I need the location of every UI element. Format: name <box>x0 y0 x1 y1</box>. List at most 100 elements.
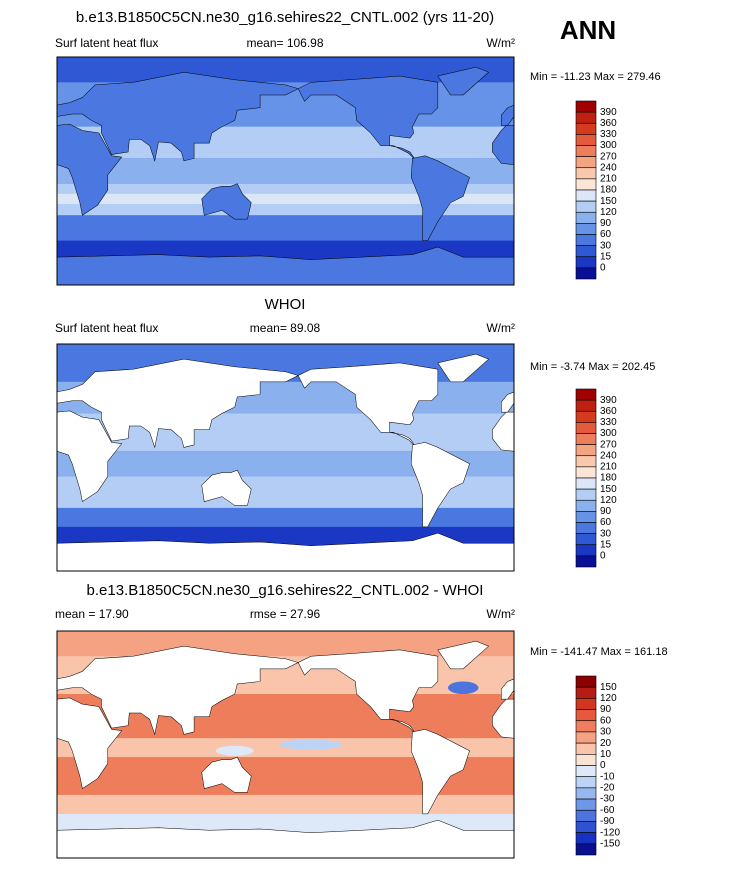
colorbar-label: 0 <box>600 263 606 274</box>
colorbar-label: -150 <box>600 838 620 849</box>
colorbar-box <box>575 267 597 280</box>
colorbar-label: 15 <box>600 251 612 262</box>
center-label: rmse = 27.96 <box>250 607 321 621</box>
colorbar-box <box>575 698 597 710</box>
colorbar-label: -30 <box>600 794 615 805</box>
colorbar-label: 30 <box>600 528 612 539</box>
colorbar-box <box>575 533 597 546</box>
panel-title: b.e13.B1850C5CN.ne30_g16.sehires22_CNTL.… <box>87 582 484 599</box>
colorbar-label: 360 <box>600 406 617 417</box>
colorbar-box <box>575 477 597 490</box>
colorbar-label: -10 <box>600 771 615 782</box>
colorbar-box <box>575 686 597 699</box>
colorbar-box <box>575 111 597 124</box>
minmax-label: Min = -3.74 Max = 202.45 <box>530 361 655 373</box>
colorbar-label: -90 <box>600 816 615 827</box>
colorbar-box <box>575 675 597 688</box>
colorbar-box <box>575 499 597 512</box>
colorbar-label: 120 <box>600 207 617 218</box>
colorbar-box <box>575 742 597 755</box>
colorbar-box <box>575 455 597 468</box>
colorbar-label: 90 <box>600 704 612 715</box>
colorbar-box <box>575 422 597 434</box>
colorbar-label: 120 <box>600 693 617 704</box>
colorbar-label: 120 <box>600 495 617 506</box>
colorbar-label: 150 <box>600 484 617 495</box>
colorbar-label: 30 <box>600 727 612 738</box>
colorbar-box <box>575 234 597 246</box>
colorbar-box <box>575 156 597 169</box>
colorbar-label: 90 <box>600 218 612 229</box>
colorbar-box <box>575 544 597 557</box>
map <box>57 57 514 285</box>
left-label: mean = 17.90 <box>55 607 129 621</box>
colorbar-label: 180 <box>600 473 617 484</box>
colorbar-box <box>575 223 597 235</box>
map <box>57 344 514 571</box>
colorbar-box <box>575 709 597 722</box>
colorbar-box <box>575 433 597 445</box>
colorbar-label: 90 <box>600 506 612 517</box>
colorbar-box <box>575 100 597 113</box>
colorbar-box <box>575 399 597 412</box>
map <box>57 631 514 858</box>
map-frame <box>56 56 515 286</box>
colorbar-label: 60 <box>600 229 612 240</box>
colorbar-label: 30 <box>600 240 612 251</box>
colorbar-box <box>575 145 597 157</box>
colorbar-box <box>575 444 597 457</box>
colorbar-box <box>575 787 597 800</box>
colorbar-box <box>575 843 597 856</box>
colorbar-box <box>575 122 597 135</box>
colorbar-box <box>575 256 597 269</box>
colorbar-label: 180 <box>600 185 617 196</box>
colorbar-label: 60 <box>600 517 612 528</box>
colorbar-label: 240 <box>600 162 617 173</box>
colorbar-box <box>575 245 597 258</box>
colorbar-label: 330 <box>600 417 617 428</box>
colorbar-box <box>575 720 597 733</box>
colorbar-label: 0 <box>600 760 606 771</box>
colorbar-label: 150 <box>600 196 617 207</box>
colorbar-box <box>575 200 597 213</box>
colorbar-label: 390 <box>600 107 617 118</box>
colorbar-label: 300 <box>600 140 617 151</box>
colorbar-label: 60 <box>600 715 612 726</box>
colorbar-box <box>575 731 597 744</box>
colorbar-label: 210 <box>600 174 617 185</box>
colorbar-box <box>575 178 597 191</box>
panel-title: b.e13.B1850C5CN.ne30_g16.sehires22_CNTL.… <box>76 9 494 26</box>
map-frame <box>56 630 515 859</box>
minmax-label: Min = -141.47 Max = 161.18 <box>530 646 668 658</box>
map-frame <box>56 343 515 572</box>
colorbar-box <box>575 821 597 833</box>
colorbar-box <box>575 511 597 523</box>
colorbar-label: -120 <box>600 827 620 838</box>
colorbar-label: 270 <box>600 151 617 162</box>
colorbar-label: 15 <box>600 539 612 550</box>
colorbar-box <box>575 189 597 202</box>
left-label: Surf latent heat flux <box>55 321 158 335</box>
colorbar-label: -60 <box>600 805 615 816</box>
season-label: ANN <box>560 15 616 45</box>
units-label: W/m² <box>486 36 515 50</box>
colorbar-box <box>575 388 597 401</box>
colorbar-box <box>575 134 597 146</box>
panel-title: WHOI <box>265 296 306 313</box>
colorbar-box <box>575 522 597 534</box>
colorbar-box <box>575 488 597 501</box>
colorbar-box <box>575 754 597 766</box>
colorbar-label: 390 <box>600 395 617 406</box>
center-label: mean= 106.98 <box>246 36 323 50</box>
colorbar-box <box>575 167 597 180</box>
colorbar-box <box>575 765 597 777</box>
colorbar-box <box>575 410 597 423</box>
minmax-label: Min = -11.23 Max = 279.46 <box>530 71 661 83</box>
units-label: W/m² <box>486 607 515 621</box>
colorbar-box <box>575 776 597 789</box>
colorbar-label: 210 <box>600 462 617 473</box>
colorbar-label: 360 <box>600 118 617 129</box>
colorbar-label: 330 <box>600 129 617 140</box>
